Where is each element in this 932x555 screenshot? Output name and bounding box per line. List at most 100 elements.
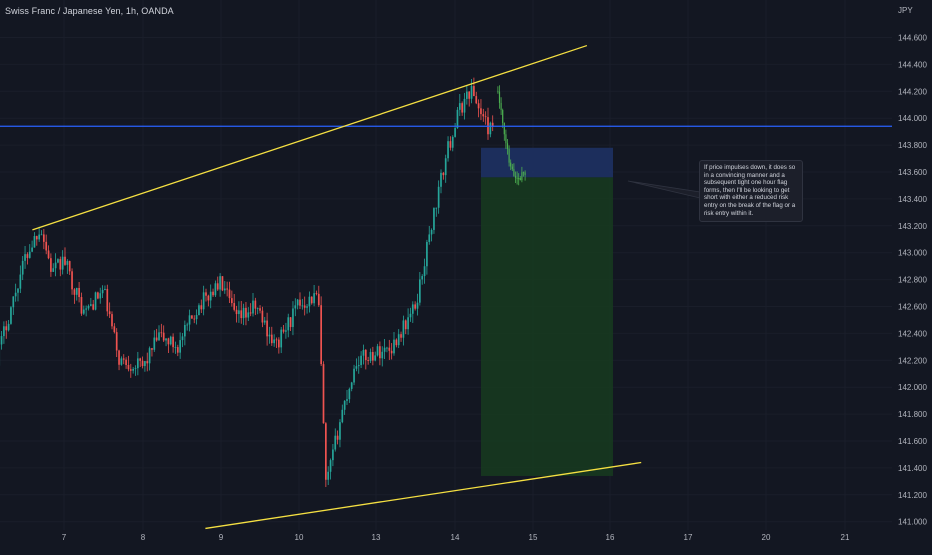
candle-body: [316, 293, 318, 294]
candle-body: [490, 123, 492, 135]
candle-body: [262, 311, 264, 323]
candle-body: [257, 308, 259, 309]
candle-body: [97, 292, 99, 298]
candle-body: [381, 352, 383, 359]
candle-body: [311, 297, 313, 304]
candle-body: [229, 290, 231, 299]
projection-body: [504, 123, 505, 134]
time-tick-label: 7: [62, 533, 67, 542]
projection-body: [518, 178, 519, 179]
annotation-note[interactable]: If price impulses down, it does so in a …: [699, 160, 803, 222]
candle-body: [447, 141, 449, 158]
candle-body: [64, 257, 66, 265]
candle-body: [177, 347, 179, 353]
candle-body: [341, 410, 343, 422]
candle-body: [280, 330, 282, 348]
candle-body: [69, 261, 71, 271]
candle-body: [3, 326, 5, 336]
projection-body: [502, 110, 503, 123]
candle-body: [370, 352, 372, 361]
candle-body: [156, 338, 158, 341]
price-tick-label: 142.800: [898, 276, 927, 285]
projection-body: [523, 172, 524, 173]
candle-body: [99, 293, 101, 298]
candle-body: [10, 307, 12, 324]
candle-body: [247, 312, 249, 317]
candle-body: [139, 358, 141, 360]
candle-body: [356, 366, 358, 369]
candle-body: [34, 236, 36, 247]
candle-body: [132, 369, 134, 371]
price-tick-label: 141.200: [898, 491, 927, 500]
price-tick-label: 141.400: [898, 464, 927, 473]
candle-body: [346, 399, 348, 401]
candle-body: [5, 326, 7, 330]
candle-body: [475, 96, 477, 103]
candle-body: [278, 340, 280, 348]
candle-body: [45, 242, 47, 251]
projection-body: [515, 176, 516, 178]
candle-body: [396, 340, 398, 346]
candle-body: [433, 208, 435, 230]
take-profit-zone[interactable]: [481, 177, 613, 476]
candle-body: [485, 116, 487, 117]
candle-body: [165, 338, 167, 340]
candle-body: [351, 382, 353, 388]
candle-body: [1, 336, 3, 344]
candle-body: [466, 92, 468, 99]
candle-body: [367, 360, 369, 361]
candle-body: [276, 339, 278, 340]
grid: [0, 0, 892, 530]
candle-body: [393, 340, 395, 354]
candle-body: [57, 259, 59, 262]
candle-body: [271, 335, 273, 343]
time-tick-label: 8: [141, 533, 146, 542]
candle-body: [459, 103, 461, 110]
candle-body: [109, 311, 111, 314]
candle-body: [290, 317, 292, 327]
candle-body: [88, 306, 90, 309]
candle-body: [287, 317, 289, 330]
candle-body: [15, 293, 17, 297]
candle-body: [22, 261, 24, 275]
candle-body: [478, 103, 480, 108]
candle-body: [78, 288, 80, 297]
candle-body: [67, 261, 69, 265]
candle-body: [438, 187, 440, 208]
candle-body: [297, 300, 299, 306]
time-tick-label: 13: [372, 533, 381, 542]
position-zones[interactable]: [481, 148, 613, 476]
candle-body: [29, 252, 31, 258]
candle-body: [76, 288, 78, 295]
candle-body: [74, 289, 76, 294]
stop-loss-zone[interactable]: [481, 148, 613, 178]
candle-body: [252, 301, 254, 314]
price-tick-label: 143.200: [898, 222, 927, 231]
candle-body: [41, 234, 43, 235]
price-axis[interactable]: 144.600144.400144.200144.000143.800143.6…: [898, 34, 927, 527]
candle-body: [59, 259, 61, 269]
candle-body: [304, 305, 306, 307]
candle-body: [116, 332, 118, 350]
candle-body: [95, 292, 97, 309]
candle-body: [114, 326, 116, 332]
candle-body: [266, 321, 268, 337]
candle-body: [83, 310, 85, 314]
candle-body: [440, 173, 442, 187]
candle-body: [208, 296, 210, 301]
candle-body: [294, 305, 296, 308]
candle-body: [184, 325, 186, 336]
candle-body: [330, 460, 332, 472]
candle-body: [302, 305, 304, 306]
candle-body: [243, 308, 245, 318]
time-tick-label: 21: [841, 533, 850, 542]
trendline-lower[interactable]: [205, 463, 641, 529]
candle-body: [62, 257, 64, 270]
candle-body: [198, 305, 200, 315]
candle-body: [372, 352, 374, 361]
candle-body: [158, 332, 160, 340]
candle-body: [473, 86, 475, 96]
